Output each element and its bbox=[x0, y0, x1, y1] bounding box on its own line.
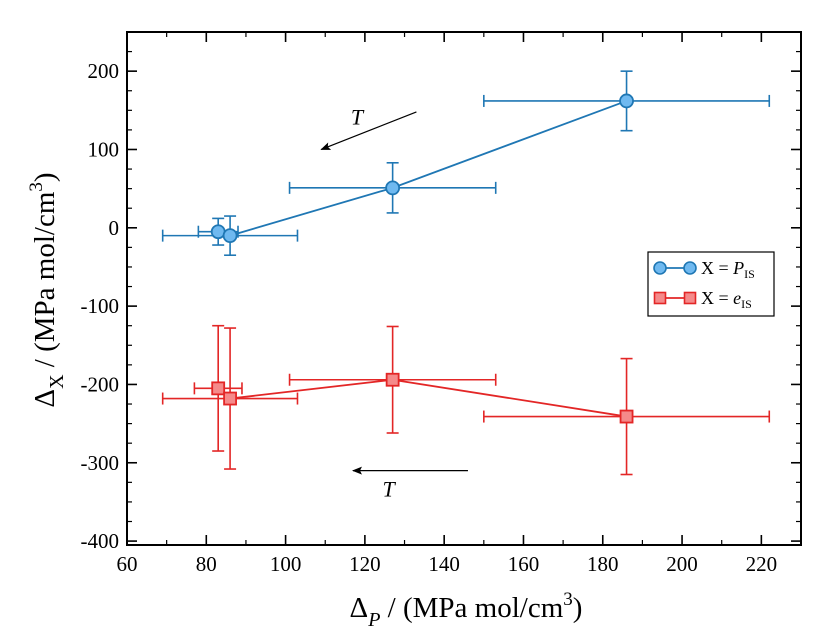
legend-marker-circle bbox=[683, 261, 697, 275]
x-tick-label: 180 bbox=[587, 552, 619, 576]
y-tick-label: -400 bbox=[81, 529, 120, 553]
x-tick-label: 120 bbox=[349, 552, 381, 576]
y-tick-label: 0 bbox=[109, 216, 120, 240]
data-point-square bbox=[211, 381, 226, 396]
legend-marker-square bbox=[653, 291, 667, 305]
x-tick-label: 100 bbox=[270, 552, 302, 576]
series-p-is bbox=[161, 70, 771, 257]
plot-frame bbox=[126, 31, 802, 546]
x-tick-label: 80 bbox=[196, 552, 217, 576]
data-point-circle bbox=[619, 93, 634, 109]
y-tick-label: -200 bbox=[81, 372, 120, 396]
x-tick-label: 200 bbox=[666, 552, 698, 576]
y-tick-label: -100 bbox=[81, 294, 120, 318]
legend-marker-circle bbox=[653, 261, 667, 275]
data-point-circle bbox=[222, 228, 238, 244]
data-point-square bbox=[223, 391, 237, 406]
legend: X = PIS X = eIS bbox=[647, 251, 775, 317]
x-tick-label: 220 bbox=[746, 552, 778, 576]
data-point-square bbox=[619, 409, 634, 424]
x-tick-label: 160 bbox=[508, 552, 540, 576]
data-point-circle bbox=[385, 180, 401, 196]
tick-labels: 60 80 100 120 140 160 180 200 220 -400 -300 -200 -10… bbox=[81, 59, 778, 576]
x-axis-title: ΔP / (MPa mol/cm3) bbox=[350, 589, 583, 631]
axis-ticks bbox=[126, 32, 801, 545]
annotation-arrow bbox=[320, 111, 417, 151]
annotation-label: T bbox=[383, 477, 397, 502]
annotation-label: T bbox=[351, 105, 365, 130]
annotations: TT bbox=[320, 105, 468, 502]
y-axis-title: ΔX / (MPa mol/cm3) bbox=[26, 172, 68, 407]
x-tick-label: 140 bbox=[428, 552, 460, 576]
data-point-square bbox=[385, 372, 400, 387]
legend-marker-square bbox=[683, 291, 697, 305]
legend-label: X = eIS bbox=[701, 288, 752, 311]
series-e-is bbox=[161, 324, 771, 476]
legend-label: X = PIS bbox=[701, 258, 755, 281]
y-tick-label: -300 bbox=[81, 451, 120, 475]
y-tick-label: 100 bbox=[88, 137, 120, 161]
x-tick-label: 60 bbox=[117, 552, 138, 576]
legend-box bbox=[647, 251, 775, 317]
series-layer bbox=[161, 70, 771, 476]
y-tick-label: 200 bbox=[88, 59, 120, 83]
